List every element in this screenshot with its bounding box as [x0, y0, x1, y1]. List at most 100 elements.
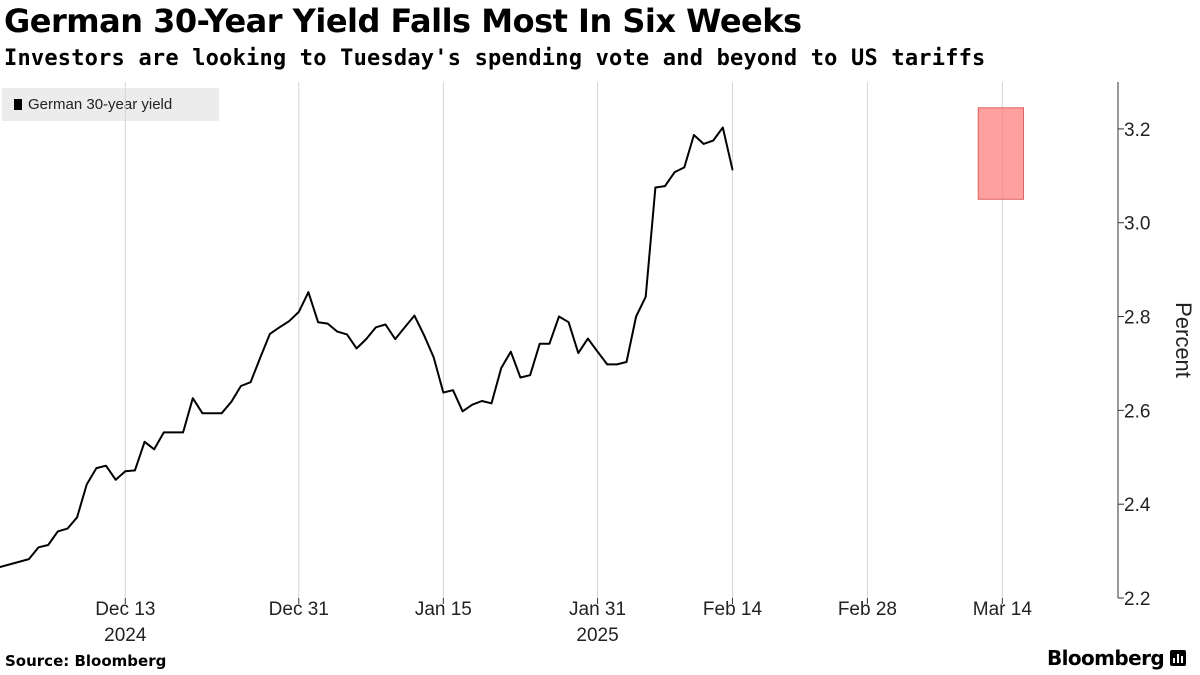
chart-subtitle: Investors are looking to Tuesday's spend… — [4, 46, 986, 71]
data-point — [664, 185, 666, 187]
x-tick-label: Mar 14 — [973, 599, 1033, 620]
data-point — [259, 357, 262, 359]
data-point — [153, 448, 155, 451]
data-point — [37, 546, 40, 549]
data-point — [683, 166, 686, 169]
data-point — [606, 363, 608, 366]
x-tick-label: Dec 31 — [269, 599, 329, 620]
data-point — [548, 343, 551, 345]
data-point — [644, 296, 647, 298]
data-point — [114, 479, 117, 481]
bloomberg-chart-icon — [1170, 650, 1187, 666]
data-point — [28, 558, 30, 560]
y-axis-title: Percent — [1171, 302, 1196, 378]
data-point — [249, 381, 252, 384]
data-point — [355, 347, 358, 350]
x-tick-label: Feb 28 — [838, 599, 897, 620]
x-tick-label: Jan 15 — [415, 599, 472, 620]
data-point — [240, 385, 242, 387]
data-point — [432, 356, 435, 359]
x-tick-label: Jan 31 — [569, 599, 626, 620]
y-tick-label: 2.6 — [1124, 401, 1150, 422]
data-point — [85, 483, 88, 486]
data-point — [490, 402, 493, 405]
data-point — [384, 323, 387, 326]
x-tick-year-label: 2025 — [576, 625, 618, 646]
data-point — [673, 171, 676, 173]
data-point — [346, 333, 348, 336]
data-point — [336, 330, 339, 333]
data-point — [510, 350, 512, 353]
data-point — [500, 367, 503, 369]
data-point — [452, 389, 454, 392]
x-tick-year-label: 2024 — [104, 625, 147, 646]
data-point — [471, 403, 474, 406]
data-point — [317, 321, 319, 324]
y-tick-label: 3.2 — [1124, 120, 1150, 141]
data-point — [654, 186, 657, 189]
data-point — [288, 320, 290, 323]
data-point — [616, 363, 618, 366]
data-point — [76, 516, 78, 519]
x-tick-label: Dec 13 — [95, 599, 155, 620]
y-tick-label: 2.2 — [1124, 589, 1150, 610]
data-point — [625, 361, 628, 363]
data-point — [519, 376, 522, 379]
data-point — [201, 412, 204, 415]
legend: German 30-year yield — [2, 88, 219, 121]
legend-swatch — [14, 99, 22, 110]
data-point — [66, 527, 69, 530]
data-point — [375, 326, 377, 329]
source-note: Source: Bloomberg — [5, 652, 167, 670]
data-point — [47, 544, 49, 546]
data-point — [298, 311, 300, 313]
data-point — [567, 321, 570, 324]
highlight-box — [977, 107, 1025, 200]
series-line-german-30-year-yield — [0, 126, 734, 568]
data-point — [182, 431, 184, 434]
data-point — [192, 397, 194, 400]
data-point — [635, 315, 637, 318]
data-point — [404, 326, 406, 329]
data-point — [0, 566, 1, 568]
data-point — [134, 469, 136, 472]
data-point — [124, 470, 127, 473]
data-point — [230, 401, 233, 403]
y-tick-label: 2.4 — [1124, 495, 1151, 516]
data-point — [269, 333, 271, 335]
data-point — [693, 134, 695, 136]
y-tick-label: 2.8 — [1124, 308, 1150, 329]
data-point — [712, 139, 714, 142]
bloomberg-logo: Bloomberg — [1047, 646, 1187, 670]
data-point — [577, 352, 580, 354]
brand-name: Bloomberg — [1047, 646, 1165, 670]
data-point — [722, 126, 724, 129]
data-point — [95, 467, 98, 469]
data-point — [702, 143, 705, 145]
data-point — [558, 315, 560, 318]
data-point — [423, 334, 425, 337]
data-point — [529, 374, 531, 377]
data-point — [326, 322, 329, 325]
data-point — [461, 410, 464, 413]
data-point — [413, 314, 416, 317]
data-point — [307, 291, 310, 294]
data-point — [278, 326, 281, 329]
data-point — [538, 343, 541, 345]
y-tick-label: 3.0 — [1124, 214, 1150, 235]
data-point — [57, 530, 59, 533]
data-point — [143, 441, 146, 443]
data-point — [163, 431, 165, 434]
legend-label: German 30-year yield — [28, 96, 173, 113]
data-point — [442, 391, 445, 394]
data-point — [105, 464, 107, 467]
data-point — [731, 168, 734, 171]
data-point — [481, 400, 483, 402]
x-tick-label: Feb 14 — [703, 599, 763, 620]
data-point — [220, 412, 223, 415]
data-point — [365, 338, 368, 340]
chart-title: German 30-Year Yield Falls Most In Six W… — [4, 2, 802, 40]
data-point — [394, 338, 397, 340]
data-point — [596, 350, 599, 353]
